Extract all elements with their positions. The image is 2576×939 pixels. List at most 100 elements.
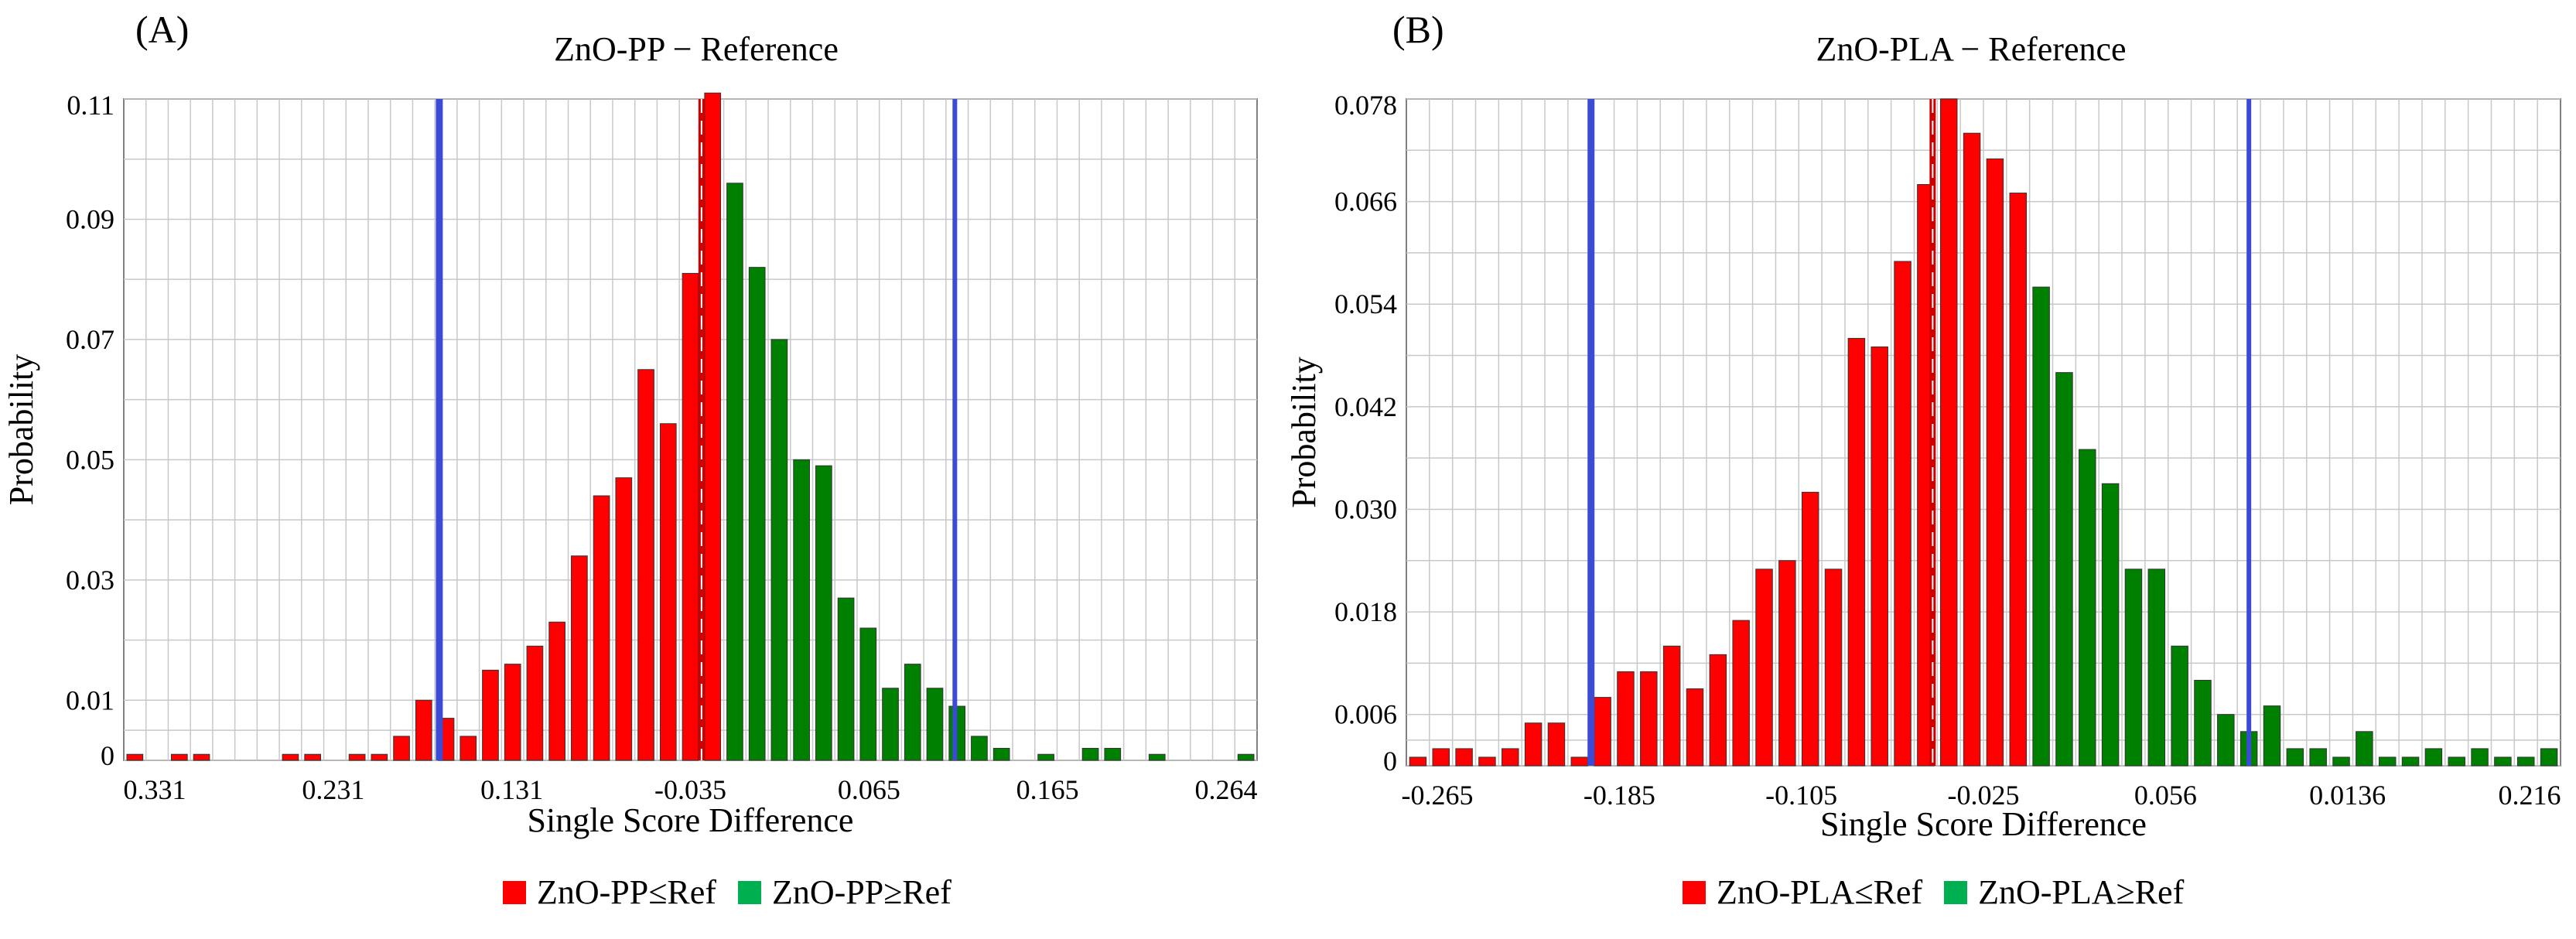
panel-0-bar — [348, 753, 366, 761]
legend-a: ZnO-PP≤Ref ZnO-PP≥Ref — [503, 872, 951, 912]
panel-1-bar — [2448, 756, 2465, 767]
panel-1-bar — [2194, 679, 2212, 767]
panel-0-bar — [460, 736, 477, 761]
panel-0-bar — [170, 753, 188, 761]
panel-0-y-tick-label: 0.03 — [66, 565, 114, 596]
panel-1-bar — [2471, 748, 2489, 767]
panel-1-bar — [1686, 688, 1704, 767]
legend-a-ge-swatch — [737, 880, 761, 904]
panel-1-bar — [2032, 286, 2050, 767]
panel-0-bar — [415, 699, 432, 761]
legend-b-ge-swatch — [1944, 880, 1968, 904]
panel-1-bar — [2286, 748, 2304, 767]
panel-1-x-axis-label: Single Score Difference — [1820, 805, 2147, 843]
panel-1-bar — [1617, 671, 1635, 767]
panel-1-bar — [1939, 98, 1958, 767]
panel-1-bar — [1409, 756, 1427, 767]
panel-0-bar — [371, 753, 388, 761]
panel-0-y-tick-label: 0.05 — [66, 444, 114, 475]
panel-0-bar — [1148, 753, 1166, 761]
panel-1-bar — [1755, 569, 1773, 767]
legend-b-le-swatch — [1683, 880, 1706, 904]
panel-1-y-axis-label: Probability — [1285, 357, 1323, 508]
panel-0-bar — [659, 423, 677, 761]
panel-0-bar — [571, 555, 588, 761]
panel-1-x-tick-label: 0.056 — [2134, 780, 2197, 811]
panel-1-bar — [1662, 645, 1681, 767]
panel-0-x-tick-label: -0.035 — [654, 774, 726, 805]
panel-1-bar — [2055, 372, 2073, 767]
panel-0-bar — [837, 597, 855, 761]
panel-1-bar — [1570, 756, 1589, 767]
panel-1-bar — [2494, 756, 2512, 767]
panel-0-x-tick-label: 0.231 — [302, 774, 364, 805]
panel-0-bar — [637, 369, 654, 761]
panel-1-bar — [1478, 756, 1496, 767]
panel-1-bar — [2309, 748, 2327, 767]
panel-1-bar — [2101, 483, 2120, 767]
panel-0-bar — [548, 621, 565, 761]
panel-1-bar — [2401, 756, 2420, 767]
panel-1-x-tick-label: -0.185 — [1584, 780, 1655, 811]
panel-0-bar — [882, 688, 899, 761]
panel-0-bar — [1037, 753, 1054, 761]
panel-1-x-tick-label: -0.025 — [1948, 780, 2020, 811]
legend-b: ZnO-PLA≤Ref ZnO-PLA≥Ref — [1683, 872, 2184, 912]
panel-1-bar — [1847, 337, 1866, 767]
panel-1-x-tick-label: -0.265 — [1402, 780, 1474, 811]
panel-1-bar — [1778, 560, 1796, 767]
panel-0-bar — [793, 459, 810, 761]
panel-0-bar — [904, 664, 921, 761]
panel-1-bar — [1524, 722, 1543, 767]
panel-1-bar — [1801, 491, 1819, 767]
panel-1-bar — [2332, 756, 2350, 767]
panel-0-y-tick-label: 0.09 — [66, 203, 114, 234]
panel-0-bar — [992, 747, 1010, 761]
panel-1-bar — [1963, 132, 1981, 767]
panel-1-y-tick-label: 0 — [1383, 746, 1397, 777]
panel-0-bar — [770, 339, 788, 761]
panel-0-panel-label: (A) — [135, 8, 189, 51]
panel-1-bar — [1709, 654, 1727, 767]
panel-0-y-tick-label: 0.11 — [67, 90, 114, 121]
panel-1-bar — [1432, 748, 1450, 767]
panel-1-y-tick-label: 0.006 — [1334, 699, 1397, 730]
panel-1-bar — [1594, 697, 1611, 767]
panel-1-bar — [2263, 705, 2281, 767]
panel-1-bar — [2171, 645, 2188, 767]
panel-0-x-tick-label: 0.331 — [124, 774, 186, 805]
panel-0-bar — [304, 753, 322, 761]
panel-0-bar — [526, 645, 544, 761]
panel-1-bar — [2217, 714, 2235, 767]
panel-0-bar — [1104, 747, 1122, 761]
panel-0-x-tick-label: 0.264 — [1195, 774, 1258, 805]
panel-0-x-tick-label: 0.165 — [1016, 774, 1079, 805]
panel-0-bar — [748, 267, 766, 761]
legend-a-le-swatch — [503, 880, 526, 904]
panel-1-bar — [1547, 722, 1566, 767]
panel-1-bar — [2147, 569, 2166, 767]
panel-0-bar — [726, 183, 743, 761]
legend-b-le-label: ZnO-PLA≤Ref — [1717, 873, 1923, 911]
panel-0-x-tick-label: 0.065 — [838, 774, 900, 805]
panel-1-bar — [2124, 569, 2143, 767]
panel-1-x-tick-label: 0.0136 — [2309, 780, 2386, 811]
panel-1-bar — [1732, 620, 1750, 767]
panel-1-bar — [1455, 748, 1473, 767]
panel-0-bar — [482, 669, 499, 761]
panel-1-bar — [1502, 748, 1519, 767]
panel-1-x-tick-label: -0.105 — [1765, 780, 1837, 811]
panel-0-y-tick-label: 0.07 — [66, 324, 114, 355]
panel-1-y-tick-label: 0.030 — [1334, 493, 1397, 524]
panel-1-x-tick-label: 0.216 — [2499, 780, 2561, 811]
panel-0-bar — [193, 753, 210, 761]
panel-1-y-tick-label: 0.018 — [1334, 596, 1397, 627]
panel-0-bar — [1237, 753, 1255, 761]
panel-1-bar — [1894, 261, 1912, 767]
panel-0-bar — [126, 753, 144, 761]
panel-0-bar — [926, 688, 944, 761]
panel-1-y-tick-label: 0.054 — [1334, 289, 1397, 319]
panel-1-bar — [2540, 748, 2558, 767]
panel-0-bar — [815, 465, 832, 761]
